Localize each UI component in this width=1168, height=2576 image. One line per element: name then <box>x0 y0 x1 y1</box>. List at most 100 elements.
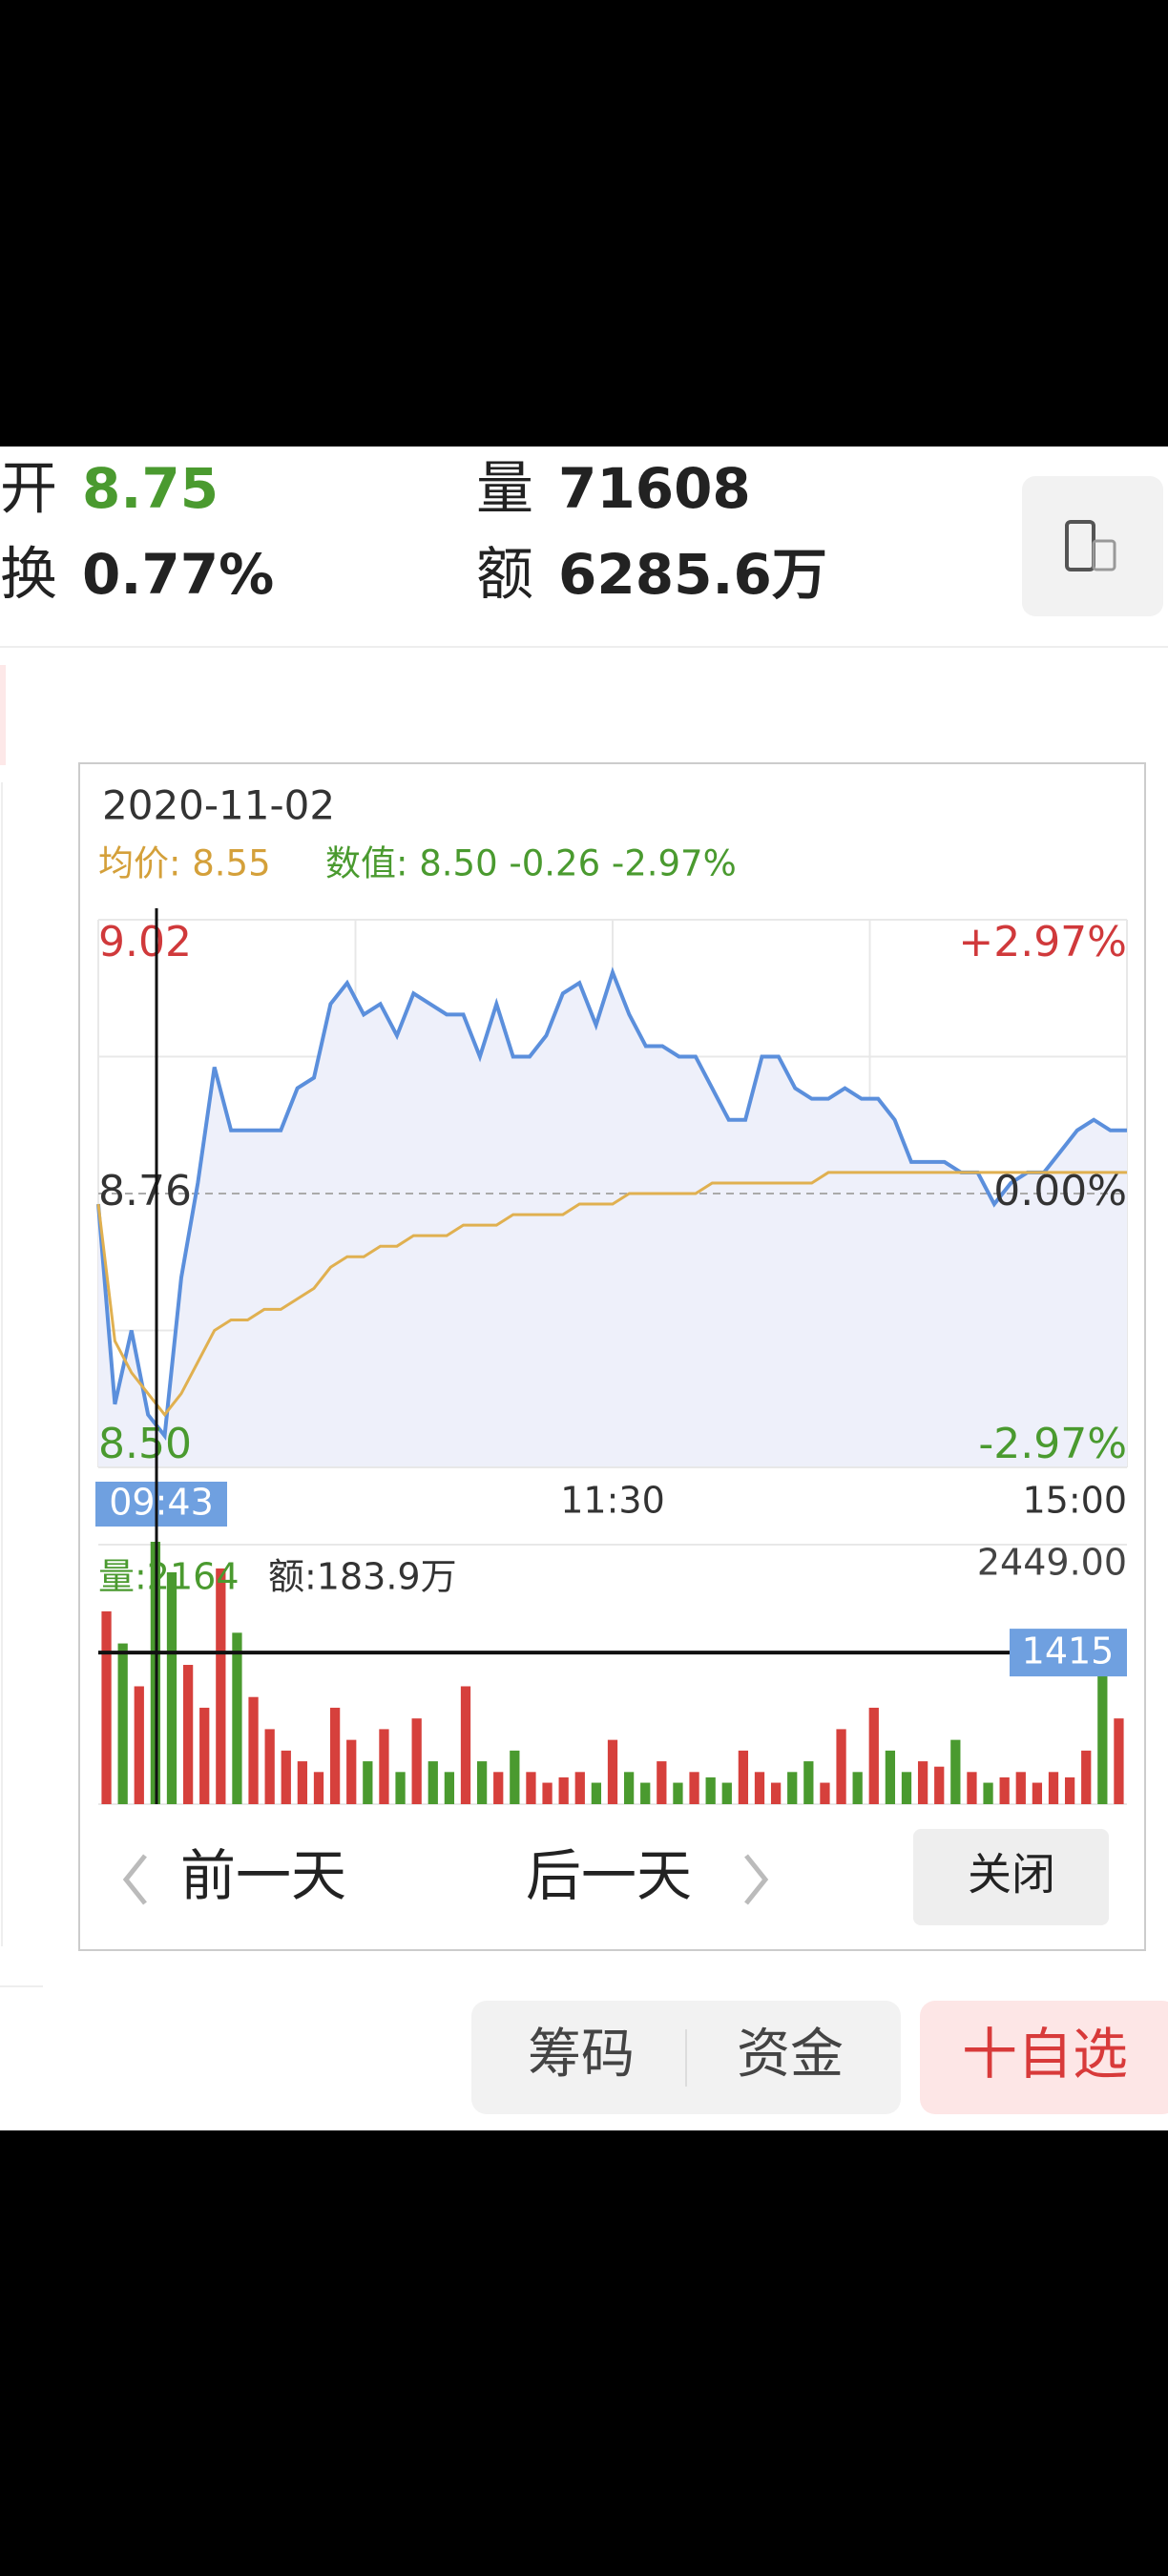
line <box>96 966 1127 1441</box>
volume-bar <box>493 1772 504 1804</box>
volume-bar <box>1064 1776 1075 1804</box>
open-value: 8.75 <box>82 456 219 521</box>
y2-tick-label: -2.97% <box>978 1420 1127 1468</box>
volume-bar <box>967 1772 977 1804</box>
cursor-value: 1415 <box>1022 1631 1115 1672</box>
next-day: 后一天 <box>526 1843 692 1908</box>
volume-bar <box>117 1643 128 1804</box>
volume-bar <box>232 1632 242 1804</box>
volume-bar <box>885 1750 896 1804</box>
volume-bar <box>999 1776 1010 1804</box>
volume-bar <box>542 1782 553 1804</box>
chevron-right <box>744 1854 769 1905</box>
funds-label: 资金 <box>737 2024 844 2086</box>
volume-bar <box>428 1761 438 1804</box>
volume-bar <box>983 1782 993 1804</box>
open-label: 开 <box>0 456 57 523</box>
y-tick-label: 8.50 <box>98 1420 192 1468</box>
volume-bar <box>917 1761 928 1804</box>
volume-bar <box>216 1568 226 1804</box>
volume-bar <box>901 1772 912 1804</box>
rotate-button[interactable] <box>1022 476 1163 616</box>
volume-bar <box>444 1772 455 1804</box>
x-label: 15:00 <box>1022 1480 1127 1522</box>
volume-bar <box>460 1686 471 1804</box>
volume-bar <box>836 1729 846 1804</box>
prev-day-button[interactable]: 前一天 <box>122 1843 346 1908</box>
volume-bar <box>770 1782 782 1804</box>
volume-bar <box>623 1772 635 1804</box>
volume-bar <box>248 1696 259 1804</box>
volume-bar <box>705 1776 716 1804</box>
cursor-time-box <box>95 1482 227 1527</box>
volume-bar <box>721 1782 732 1804</box>
button-bg <box>920 2001 1168 2114</box>
chips-label: 筹码 <box>528 2024 635 2086</box>
cursor-time: 09:43 <box>109 1482 214 1524</box>
volume-bar <box>657 1761 667 1804</box>
funds-tab[interactable]: 资金 <box>737 2024 844 2086</box>
volume-label: 量 <box>476 456 533 523</box>
volume-bar <box>950 1739 961 1804</box>
close-button[interactable]: 关闭 <box>913 1829 1109 1925</box>
y2-tick-label: 0.00% <box>993 1167 1127 1215</box>
volume-bar <box>297 1761 308 1804</box>
volume-bar <box>820 1782 830 1804</box>
volume-bar <box>934 1766 945 1804</box>
volume-bar <box>754 1772 765 1804</box>
volume-bar <box>787 1772 798 1804</box>
volume-bar <box>1048 1772 1059 1804</box>
volume-bar <box>101 1610 112 1804</box>
volume-bar <box>689 1772 699 1804</box>
amount-label: 额 <box>476 542 533 609</box>
volume-bar <box>868 1707 879 1804</box>
volume-bar <box>1015 1772 1026 1804</box>
prev-day: 前一天 <box>180 1843 346 1908</box>
volume-bar <box>346 1739 357 1804</box>
volume-bar <box>329 1707 341 1804</box>
volume-bar <box>803 1761 814 1804</box>
plot: 9.02 8.76 8.50 +2.97% 0.00% -2.97% 09:43 11:30 1… <box>95 908 1128 1805</box>
price-area <box>98 972 1127 1467</box>
volume-bar <box>526 1772 536 1804</box>
volume-bar <box>313 1772 324 1804</box>
chevron-left <box>122 1854 147 1905</box>
volume-bar <box>1032 1782 1043 1804</box>
volume-bar <box>395 1772 406 1804</box>
volume-value: 71608 <box>558 456 751 521</box>
volume-bar <box>1081 1750 1092 1804</box>
volume-bar <box>411 1718 422 1804</box>
vol-label: 量:2164 <box>98 1556 240 1598</box>
y-tick-label: 8.76 <box>98 1167 192 1215</box>
volume-bar <box>363 1761 373 1804</box>
volume-bar <box>607 1739 618 1804</box>
chips-tab[interactable]: 筹码 <box>528 2024 635 2086</box>
volume-bar <box>199 1707 210 1804</box>
chart-date: 2020-11-02 <box>102 782 335 829</box>
add-label: 十自选 <box>962 2022 1128 2087</box>
turnover-value: 0.77% <box>82 542 274 607</box>
volume-top-tick: 2449.00 <box>977 1542 1127 1584</box>
volume-bar <box>852 1772 863 1804</box>
volume-bar <box>510 1750 520 1804</box>
volume-bar <box>264 1729 275 1804</box>
volume-bar <box>281 1750 291 1804</box>
button-bg <box>913 1829 1109 1925</box>
phone-icon-side <box>1092 539 1116 571</box>
turnover-label: 换 <box>0 542 57 609</box>
next-day-button[interactable]: 后一天 <box>526 1843 769 1908</box>
value-label: 数值: 8.50 -0.26 -2.97% <box>325 843 737 884</box>
volume-bar <box>1097 1652 1108 1804</box>
add-watchlist-button[interactable]: 十自选 <box>920 2001 1168 2114</box>
side-tab <box>0 665 6 765</box>
avg-label: 均价: 8.55 <box>98 843 271 884</box>
amt-label: 额:183.9万 <box>268 1556 457 1598</box>
volume-bar <box>574 1772 585 1804</box>
volume-bar <box>558 1776 569 1804</box>
volume-bar <box>591 1782 602 1804</box>
volume-bar <box>182 1665 194 1804</box>
volume-bar <box>166 1572 177 1804</box>
x-label: 11:30 <box>560 1480 665 1522</box>
